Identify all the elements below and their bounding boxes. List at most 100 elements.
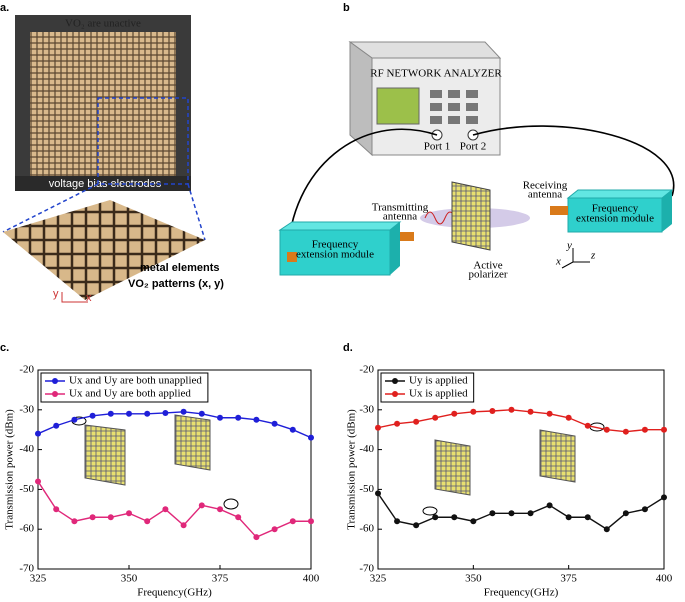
antenna bbox=[400, 232, 414, 241]
point bbox=[470, 408, 477, 415]
module bbox=[567, 197, 663, 233]
legend-swatch bbox=[392, 378, 398, 384]
point bbox=[253, 534, 260, 541]
inset bbox=[539, 429, 576, 483]
analyzer-top bbox=[348, 41, 502, 59]
module-top bbox=[566, 189, 674, 199]
y-tick-label: -30 bbox=[359, 403, 374, 415]
panel-label: b bbox=[343, 2, 350, 14]
zoom-grid bbox=[3, 200, 205, 300]
module bbox=[279, 229, 391, 276]
inset bbox=[84, 424, 126, 486]
series-line bbox=[37, 481, 311, 539]
point bbox=[489, 407, 496, 414]
electrode-label: voltage bias electrodes bbox=[49, 178, 162, 190]
legend-entry: Ux and Uy are both unapplied bbox=[69, 375, 202, 387]
point bbox=[622, 428, 629, 435]
y-axis-label: Transmission power (dBm) bbox=[4, 409, 16, 530]
plot-frame bbox=[377, 369, 665, 570]
point bbox=[271, 420, 278, 427]
module-label: Frequency bbox=[312, 239, 359, 251]
point bbox=[661, 494, 667, 501]
point bbox=[198, 502, 205, 509]
point bbox=[35, 430, 41, 437]
legend-entry: Uy is applied bbox=[409, 375, 468, 387]
y-tick-label: -70 bbox=[359, 563, 374, 575]
panel-label: d. bbox=[343, 342, 353, 354]
plot-frame bbox=[37, 369, 312, 570]
point bbox=[217, 414, 223, 421]
image-title: VO₂ are unactive bbox=[65, 18, 141, 30]
antenna bbox=[550, 206, 568, 215]
x-tick-label: 375 bbox=[212, 573, 229, 585]
pattern-label: VO₂ patterns (x, y) bbox=[128, 278, 224, 290]
point bbox=[107, 410, 114, 417]
marker-ring bbox=[223, 498, 239, 510]
point bbox=[308, 434, 314, 441]
point bbox=[641, 426, 648, 433]
port-label: Port 1 bbox=[424, 141, 451, 153]
metal-label: metal elements bbox=[140, 262, 219, 274]
point bbox=[162, 409, 169, 416]
point bbox=[271, 526, 278, 533]
point bbox=[527, 510, 534, 517]
y-tick-label: -40 bbox=[19, 443, 34, 455]
polarizer-label: Active bbox=[473, 260, 502, 272]
point bbox=[565, 514, 572, 521]
point bbox=[35, 478, 41, 485]
point bbox=[546, 502, 553, 509]
point bbox=[235, 514, 242, 521]
point bbox=[180, 522, 187, 529]
point bbox=[71, 518, 78, 525]
legend-entry: Ux is applied bbox=[409, 388, 468, 400]
connector bbox=[287, 252, 297, 262]
point bbox=[413, 418, 420, 425]
axes-icon bbox=[561, 248, 590, 269]
point bbox=[53, 506, 60, 513]
point bbox=[89, 412, 96, 419]
legend-frame bbox=[40, 372, 209, 403]
y-tick-label: -60 bbox=[19, 523, 34, 535]
tx-label: Transmitting bbox=[372, 202, 429, 214]
panel-label: a. bbox=[0, 2, 9, 14]
axis-x: x bbox=[86, 292, 92, 304]
module-side bbox=[390, 222, 400, 275]
zoom-box bbox=[97, 97, 189, 185]
module-label: Frequency bbox=[592, 203, 639, 215]
y-tick-label: -50 bbox=[359, 483, 374, 495]
series-line bbox=[377, 409, 664, 433]
polarizer-label: polarizer bbox=[468, 269, 507, 281]
point bbox=[89, 514, 96, 521]
point bbox=[527, 408, 534, 415]
port-label: Port 2 bbox=[460, 141, 487, 153]
inset bbox=[174, 414, 211, 471]
point bbox=[375, 490, 381, 497]
y-tick-label: -20 bbox=[359, 364, 374, 376]
legend-frame bbox=[380, 372, 475, 403]
analyzer-label: RF NETWORK ANALYZER bbox=[370, 68, 502, 80]
point bbox=[144, 410, 151, 417]
y-tick-label: -40 bbox=[359, 443, 374, 455]
point bbox=[546, 410, 553, 417]
zoom-lines bbox=[2, 183, 206, 241]
module-top bbox=[278, 221, 402, 231]
y-tick-label: -30 bbox=[19, 403, 34, 415]
point bbox=[641, 506, 648, 513]
legend-swatch bbox=[52, 378, 58, 384]
panel-a: a. VO₂ are unactive voltage bias electro… bbox=[0, 2, 224, 304]
y-tick-label: -60 bbox=[359, 523, 374, 535]
tx-label: antenna bbox=[383, 211, 417, 223]
marker-ring bbox=[422, 506, 438, 516]
x-tick-label: 375 bbox=[560, 573, 577, 585]
point bbox=[394, 420, 401, 427]
axis-label: y bbox=[566, 240, 572, 252]
x-tick-label: 350 bbox=[121, 573, 138, 585]
point bbox=[217, 506, 223, 513]
series-line bbox=[377, 492, 665, 531]
series-line bbox=[37, 411, 312, 439]
point bbox=[126, 510, 132, 517]
